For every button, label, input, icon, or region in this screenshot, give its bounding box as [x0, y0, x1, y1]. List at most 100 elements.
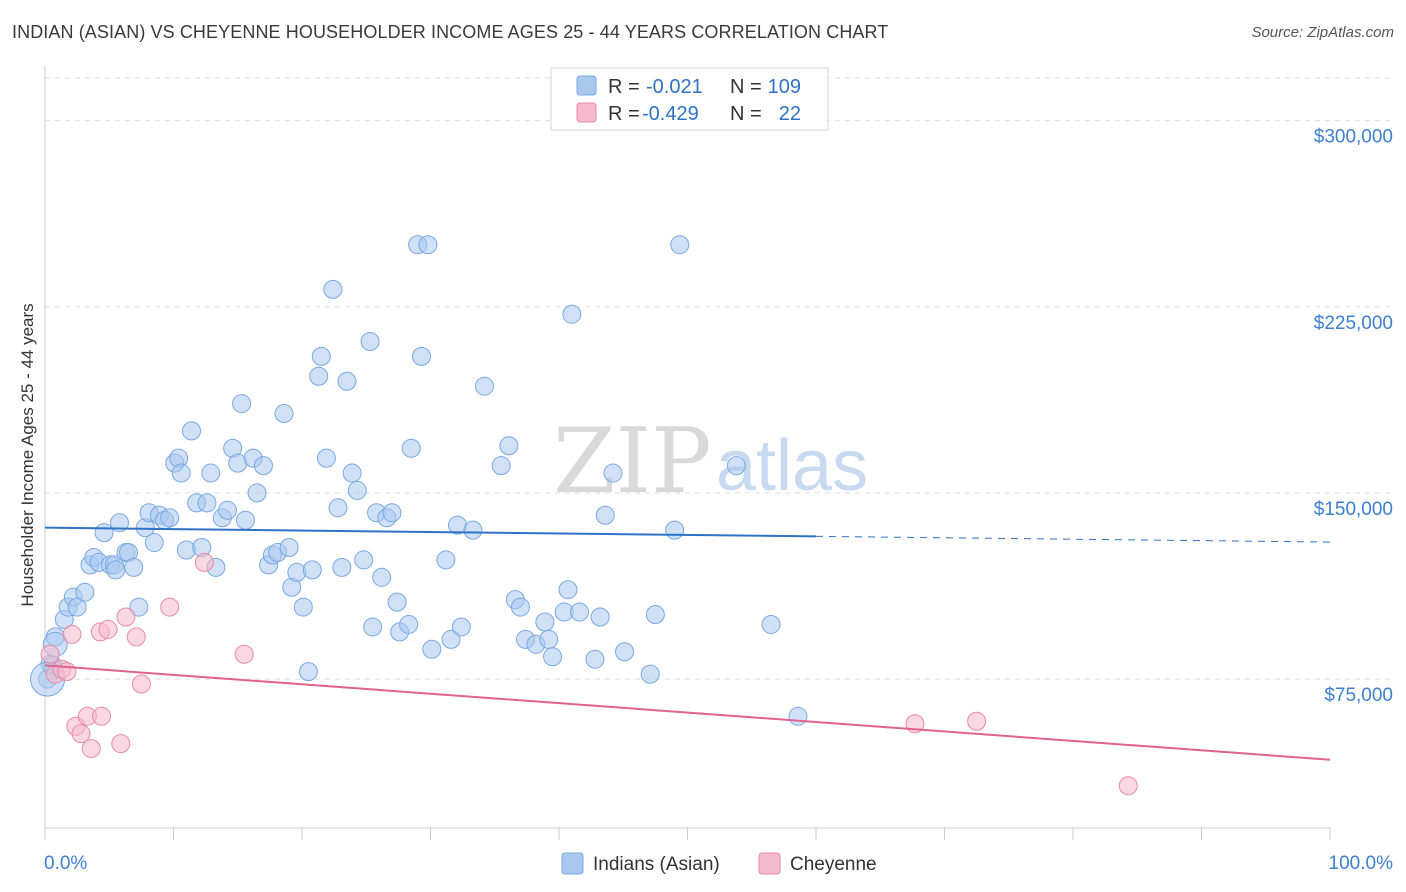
data-point — [181, 421, 201, 441]
data-point — [40, 644, 60, 664]
data-point — [603, 463, 623, 483]
data-point — [451, 617, 471, 637]
y-tick-label: $75,000 — [1324, 685, 1393, 706]
data-point — [110, 513, 130, 533]
bottom-legend-label-indians: Indians (Asian) — [593, 854, 720, 875]
data-point — [788, 706, 808, 726]
data-point — [645, 605, 665, 625]
y-tick-labels: $75,000 $150,000 $225,000 $300,000 — [1314, 127, 1393, 706]
data-point — [311, 346, 331, 366]
legend-swatch-cheyenne — [576, 102, 597, 123]
y-tick-label: $225,000 — [1314, 313, 1393, 334]
data-point — [160, 597, 180, 617]
series-cheyenne-points — [40, 552, 1138, 796]
data-point — [499, 436, 519, 456]
data-point — [75, 582, 95, 602]
data-point — [539, 629, 559, 649]
bottom-legend-label-cheyenne: Cheyenne — [790, 854, 877, 875]
data-point — [160, 508, 180, 528]
data-point — [401, 438, 421, 458]
trend-lines — [44, 526, 1331, 761]
x-tick-marks — [44, 828, 1331, 840]
stats-legend-box — [550, 67, 829, 131]
data-point — [232, 394, 252, 414]
data-point — [665, 520, 685, 540]
data-point — [316, 448, 336, 468]
legend-swatch-indians — [576, 75, 597, 96]
watermark-zip: ZIP — [553, 409, 712, 514]
data-point — [94, 523, 114, 543]
legend-n-label-indians: N = — [730, 76, 762, 98]
data-point — [323, 279, 343, 299]
data-point — [640, 664, 660, 684]
trend-line-indians — [44, 526, 817, 538]
data-point — [387, 592, 407, 612]
data-point — [562, 304, 582, 324]
trend-line-indians-extension — [815, 535, 1331, 543]
data-point — [62, 624, 82, 644]
data-point — [1118, 776, 1138, 796]
data-point — [279, 538, 299, 558]
bottom-legend-swatch-cheyenne — [758, 852, 781, 875]
data-point — [347, 480, 367, 500]
data-point — [293, 597, 313, 617]
data-point — [201, 463, 221, 483]
data-point — [131, 674, 151, 694]
data-point — [595, 505, 615, 525]
data-point — [129, 597, 149, 617]
data-point — [247, 483, 267, 503]
grid-lines — [45, 77, 1393, 680]
data-point — [234, 644, 254, 664]
legend-n-value-cheyenne: 22 — [779, 103, 801, 125]
data-point — [363, 617, 383, 637]
series-indians-asian-points — [30, 235, 808, 726]
data-point — [111, 734, 131, 754]
watermark: ZIP atlas — [553, 409, 868, 514]
data-point — [491, 456, 511, 476]
y-tick-label: $300,000 — [1314, 127, 1393, 148]
data-point — [354, 550, 374, 570]
data-point — [98, 619, 118, 639]
data-point — [570, 602, 590, 622]
legend-n-label-cheyenne: N = — [730, 103, 762, 125]
data-point — [126, 627, 146, 647]
y-tick-label: $150,000 — [1314, 499, 1393, 520]
data-point — [761, 614, 781, 634]
x-tick-label-min: 0.0% — [44, 853, 87, 874]
legend-r-value-indians: -0.021 — [646, 76, 703, 98]
data-point — [116, 607, 136, 627]
data-point — [558, 580, 578, 600]
data-point — [543, 647, 563, 667]
data-point — [124, 557, 144, 577]
data-point — [57, 662, 77, 682]
data-point — [422, 639, 442, 659]
x-tick-label-max: 100.0% — [1329, 853, 1394, 874]
data-point — [106, 560, 126, 580]
source-label: Source: ZipAtlas.com — [1251, 24, 1394, 41]
data-point — [382, 503, 402, 523]
data-point — [474, 376, 494, 396]
data-point — [967, 711, 987, 731]
legend-n-value-indians: 109 — [768, 76, 801, 98]
data-point — [302, 560, 322, 580]
data-point — [510, 597, 530, 617]
trend-line-cheyenne — [44, 664, 1331, 761]
data-point — [81, 739, 101, 759]
data-point — [418, 235, 438, 255]
legend-r-value-cheyenne: -0.429 — [642, 103, 699, 125]
data-point — [342, 463, 362, 483]
data-point — [197, 493, 217, 513]
chart-title: INDIAN (ASIAN) VS CHEYENNE HOUSEHOLDER I… — [12, 22, 889, 42]
y-axis-label: Householder Income Ages 25 - 44 years — [18, 303, 37, 606]
data-point — [67, 597, 87, 617]
series-legend: Indians (Asian) Cheyenne — [561, 852, 877, 875]
data-point — [144, 533, 164, 553]
data-point — [217, 500, 237, 520]
data-point — [298, 662, 318, 682]
data-point — [328, 498, 348, 518]
data-point — [274, 403, 294, 423]
data-point — [235, 510, 255, 530]
legend-r-label-cheyenne: R = — [608, 103, 640, 125]
data-point — [726, 456, 746, 476]
